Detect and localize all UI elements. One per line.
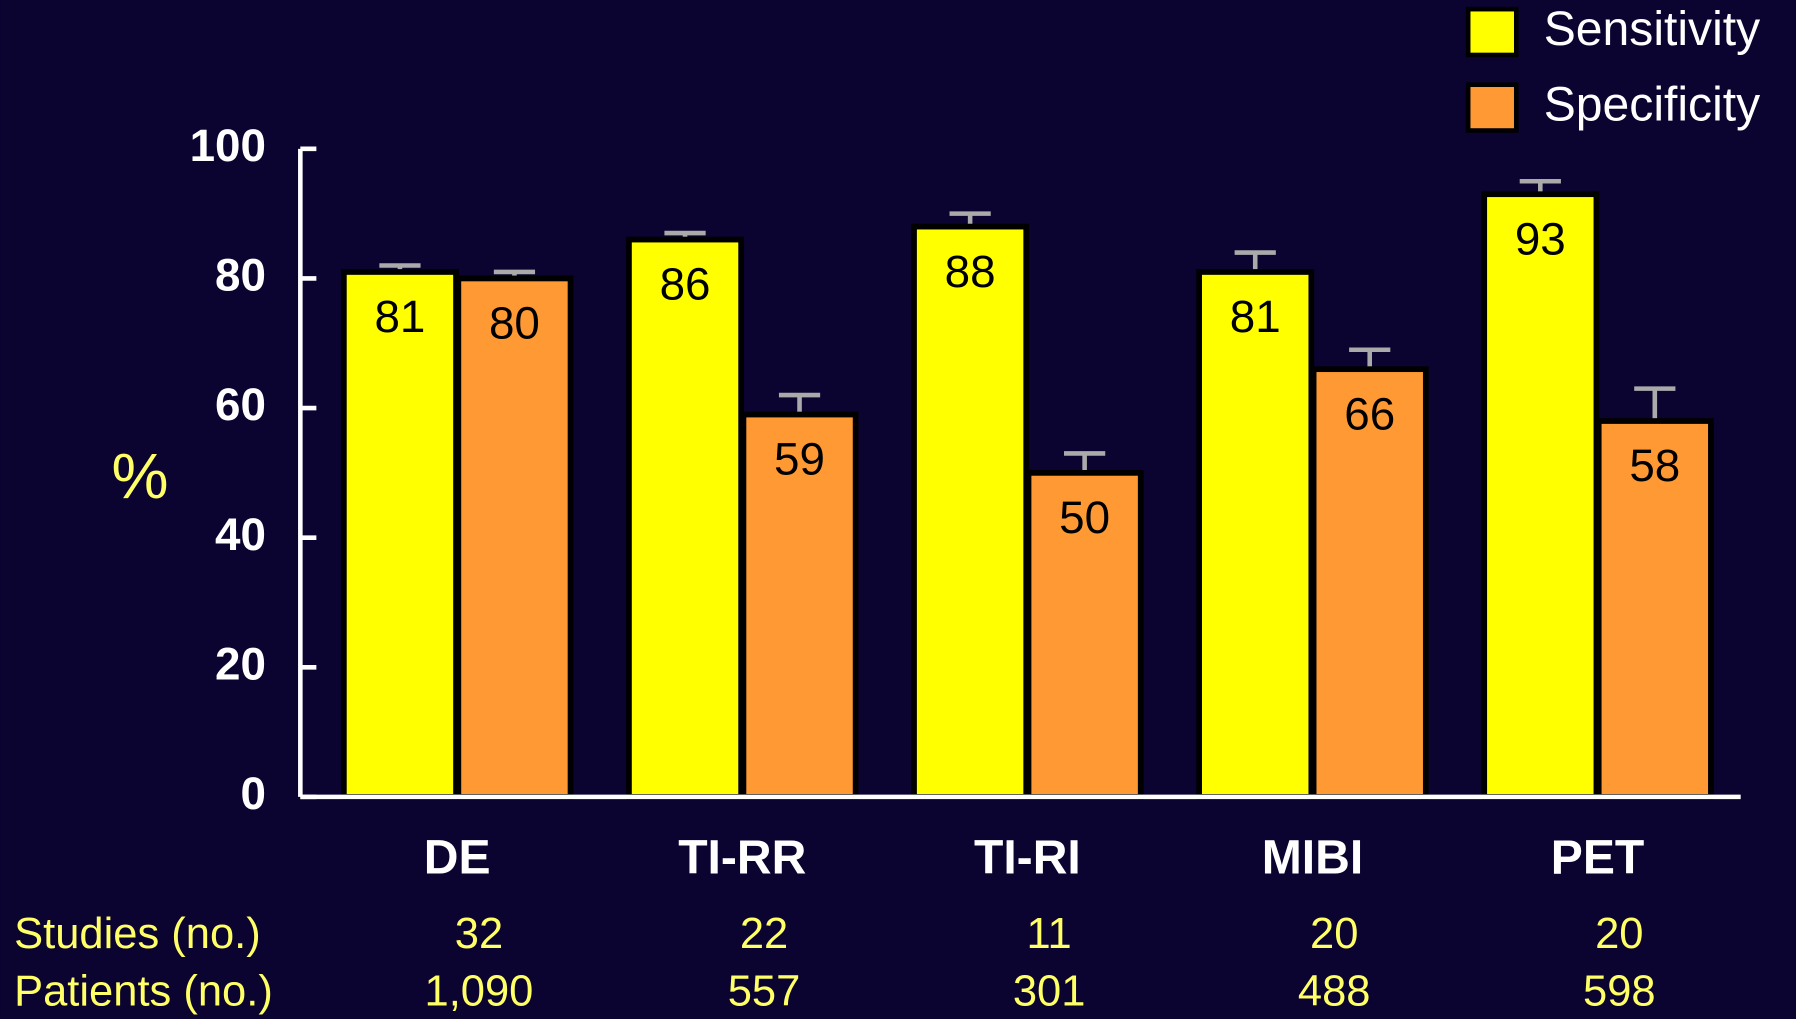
data-label: 66 [1344, 388, 1395, 439]
data-label: 58 [1629, 440, 1680, 491]
table-cell: 32 [455, 910, 503, 958]
error-bar [1349, 347, 1391, 370]
y-tick-label: 0 [241, 768, 266, 819]
data-label: 93 [1515, 213, 1566, 264]
legend-label: Sensitivity [1544, 2, 1760, 56]
bar [340, 269, 459, 800]
x-tick-label: MIBI [1262, 831, 1364, 885]
legend-swatch [1465, 82, 1519, 133]
table-cell: 22 [740, 910, 788, 958]
bar [1595, 418, 1714, 800]
table-cell: 557 [728, 967, 801, 1015]
bar [1196, 269, 1315, 800]
data-label: 81 [374, 291, 425, 342]
bar [626, 236, 745, 800]
table-cell: 20 [1595, 910, 1643, 958]
legend-label: Specificity [1544, 77, 1760, 131]
x-tick-label: DE [424, 831, 491, 885]
error-bar [778, 392, 821, 415]
data-label: 80 [489, 298, 540, 349]
bar [911, 223, 1030, 800]
x-tick-label: PET [1551, 831, 1645, 885]
y-axis-label: % [112, 440, 169, 512]
table-cell: 301 [1013, 967, 1086, 1015]
data-label: 50 [1059, 492, 1110, 543]
y-tick-label: 20 [215, 638, 266, 689]
y-tick-label: 80 [215, 250, 266, 301]
table-cell: 20 [1310, 910, 1358, 958]
y-tick-label: 40 [215, 509, 266, 560]
table-cell: 1,090 [425, 967, 534, 1015]
bar [1481, 191, 1600, 800]
table-row-label: Studies (no.) [14, 910, 261, 958]
x-tick-label: TI-RR [678, 831, 806, 885]
table-cell: 598 [1583, 967, 1656, 1015]
data-label: 88 [945, 246, 996, 297]
table-cell: 11 [1027, 910, 1072, 958]
x-tick-label: TI-RI [974, 831, 1081, 885]
bar [455, 275, 574, 800]
error-bar [1234, 250, 1276, 272]
y-tick-label: 100 [190, 120, 266, 171]
table-row-label: Patients (no.) [14, 967, 273, 1015]
table-cell: 488 [1298, 967, 1371, 1015]
data-label: 86 [660, 259, 711, 310]
y-tick-label: 60 [215, 379, 266, 430]
data-label: 59 [774, 434, 825, 485]
data-label: 81 [1230, 291, 1281, 342]
error-bar [1634, 386, 1676, 422]
error-bar [1064, 451, 1106, 473]
legend-swatch [1465, 6, 1519, 58]
